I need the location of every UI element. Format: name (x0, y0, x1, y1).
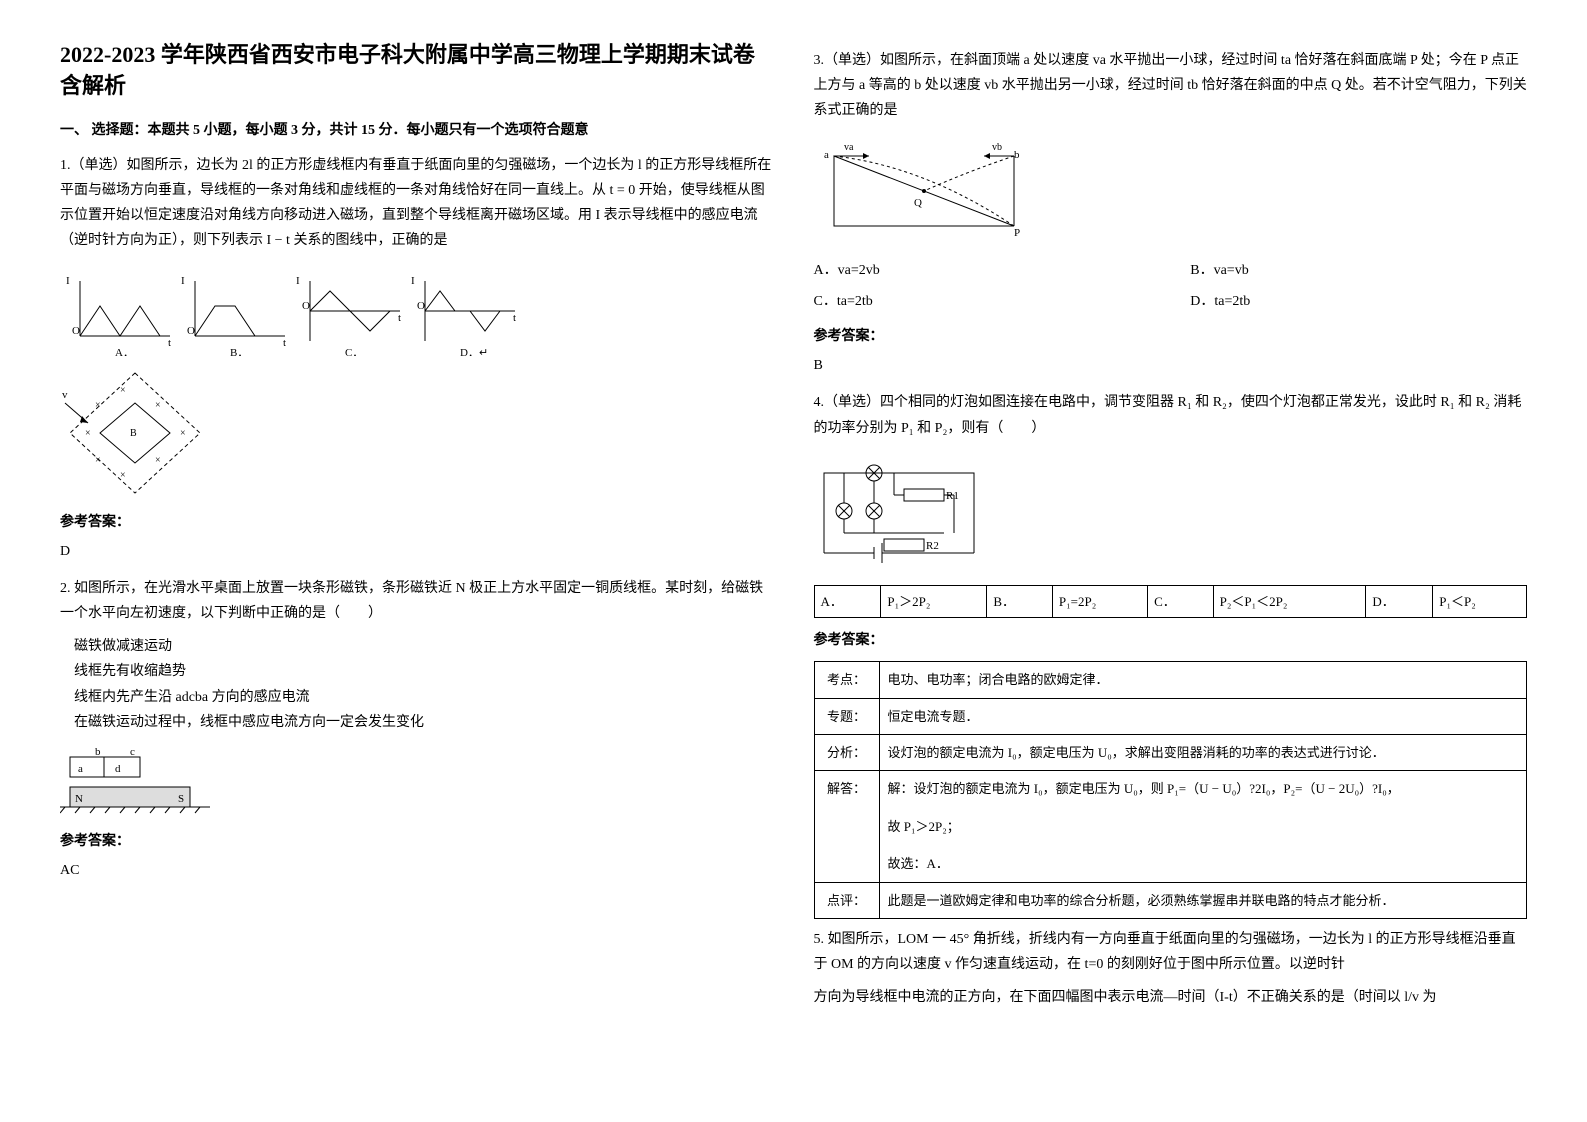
doc-title: 2022-2023 学年陕西省西安市电子科大附属中学高三物理上学期期末试卷含解析 (60, 40, 774, 102)
dianping-text: 此题是一道欧姆定律和电功率的综合分析题，必须熟练掌握串并联电路的特点才能分析． (879, 882, 1527, 918)
svg-text:×: × (85, 428, 91, 439)
jieda-line3: 故选：A． (888, 852, 1519, 875)
svg-text:t: t (283, 337, 286, 349)
q3-answer: B (814, 353, 1528, 378)
question-2: 2. 如图所示，在光滑水平桌面上放置一块条形磁铁，条形磁铁近 N 极正上方水平固… (60, 576, 774, 626)
svg-text:×: × (180, 428, 186, 439)
q2-diagram: a b c d N S (60, 747, 774, 817)
section-1-heading: 一、 选择题：本题共 5 小题，每小题 3 分，共计 15 分．每小题只有一个选… (60, 118, 774, 143)
kaodian-text: 电功、电功率；闭合电路的欧姆定律． (879, 662, 1527, 698)
jieda-text: 解：设灯泡的额定电流为 I₀，额定电压为 U₀，则 P₁=（U − U₀）?2I… (879, 771, 1527, 882)
q4-opt-b: P₁=2P₂ (1052, 585, 1147, 617)
svg-text:×: × (120, 470, 126, 481)
q4-circuit: R1 R2 (814, 453, 1528, 573)
svg-text:×: × (95, 455, 101, 466)
q3-answer-heading: 参考答案： (814, 324, 1528, 349)
q1-field-diagram: × × × × × × × × B v (60, 368, 774, 498)
q3-choice-d: D．ta=2tb (1190, 289, 1527, 314)
svg-text:c: c (130, 747, 135, 758)
q3-diagram: a b P Q va vb (814, 136, 1528, 246)
svg-text:B．: B． (230, 347, 248, 356)
svg-text:×: × (155, 400, 161, 411)
svg-text:t: t (168, 337, 171, 349)
svg-text:t: t (513, 312, 516, 324)
fenxi-text: 设灯泡的额定电流为 I₀，额定电压为 U₀，求解出变阻器消耗的功率的表达式进行讨… (879, 735, 1527, 771)
q2-answer-heading: 参考答案： (60, 829, 774, 854)
svg-text:O: O (302, 300, 310, 312)
svg-text:d: d (115, 763, 121, 775)
svg-text:vb: vb (992, 142, 1002, 153)
q2-opt-a: 磁铁做减速运动 (74, 634, 774, 659)
svg-text:I: I (296, 275, 300, 287)
svg-text:R1: R1 (946, 490, 959, 502)
q2-answer: AC (60, 858, 774, 883)
q4-option-table: A．P₁＞2P₂ B．P₁=2P₂ C．P₂＜P₁＜2P₂ D．P₁＜P₂ (814, 585, 1528, 618)
svg-text:O: O (417, 300, 425, 312)
kaodian-label: 考点： (814, 662, 879, 698)
svg-text:O: O (72, 325, 80, 337)
jieda-line1: 解：设灯泡的额定电流为 I₀，额定电压为 U₀，则 P₁=（U − U₀）?2I… (888, 777, 1519, 800)
q2-opt-b: 线框先有收缩趋势 (74, 659, 774, 684)
svg-text:P: P (1014, 227, 1020, 239)
q4-opt-c: P₂＜P₁＜2P₂ (1213, 585, 1366, 617)
q3-choice-a: A．va=2vb (814, 258, 1151, 283)
q4-opt-d: P₁＜P₂ (1433, 585, 1527, 617)
svg-text:I: I (181, 275, 185, 287)
svg-text:a: a (78, 763, 83, 775)
svg-text:t: t (398, 312, 401, 324)
q4-answer-heading: 参考答案： (814, 628, 1528, 653)
q2-opt-c: 线框内先产生沿 adcba 方向的感应电流 (74, 685, 774, 710)
zhuanti-label: 专题： (814, 698, 879, 734)
svg-text:I: I (66, 275, 70, 287)
q4-opt-a: P₁＞2P₂ (881, 585, 987, 617)
question-5-part2: 方向为导线框中电流的正方向，在下面四幅图中表示电流—时间（I-t）不正确关系的是… (814, 985, 1528, 1010)
svg-text:×: × (120, 385, 126, 396)
question-5-part1: 5. 如图所示，LOM 一 45° 角折线，折线内有一方向垂直于纸面向里的匀强磁… (814, 927, 1528, 977)
q3-choice-c: C．ta=2tb (814, 289, 1151, 314)
dianping-label: 点评： (814, 882, 879, 918)
svg-text:B: B (130, 428, 137, 439)
svg-text:I: I (411, 275, 415, 287)
svg-text:b: b (95, 747, 101, 758)
q1-answer-heading: 参考答案： (60, 510, 774, 535)
question-3: 3.（单选）如图所示，在斜面顶端 a 处以速度 va 水平抛出一小球，经过时间 … (814, 48, 1528, 124)
svg-text:A．: A． (115, 347, 134, 356)
svg-text:b: b (1014, 149, 1020, 161)
svg-text:N: N (75, 793, 83, 805)
svg-text:D．↵: D．↵ (460, 347, 488, 356)
jieda-label: 解答： (814, 771, 879, 882)
q1-graphs: I O t A． I O t (60, 266, 774, 356)
q2-opt-d: 在磁铁运动过程中，线框中感应电流方向一定会发生变化 (74, 710, 774, 735)
svg-text:S: S (178, 793, 184, 805)
svg-text:×: × (95, 400, 101, 411)
svg-text:R2: R2 (926, 540, 939, 552)
q3-choice-b: B．va=vb (1190, 258, 1527, 283)
svg-text:O: O (187, 325, 195, 337)
svg-text:v: v (62, 389, 68, 401)
q1-answer: D (60, 539, 774, 564)
fenxi-label: 分析： (814, 735, 879, 771)
svg-text:Q: Q (914, 197, 922, 209)
svg-text:×: × (155, 455, 161, 466)
jieda-line2: 故 P₁＞2P₂； (888, 815, 1519, 838)
q4-explanation-table: 考点： 电功、电功率；闭合电路的欧姆定律． 专题： 恒定电流专题． 分析： 设灯… (814, 661, 1528, 919)
svg-text:C．: C． (345, 347, 363, 356)
svg-text:a: a (824, 149, 829, 161)
zhuanti-text: 恒定电流专题． (879, 698, 1527, 734)
question-4: 4.（单选）四个相同的灯泡如图连接在电路中，调节变阻器 R₁ 和 R₂，使四个灯… (814, 390, 1528, 440)
svg-text:va: va (844, 142, 854, 153)
q1-stem: 1.（单选）如图所示，边长为 2l 的正方形虚线框内有垂直于纸面向里的匀强磁场，… (60, 158, 771, 249)
q3-choices: A．va=2vb B．va=vb C．ta=2tb D．ta=2tb (814, 258, 1528, 314)
question-1: 1.（单选）如图所示，边长为 2l 的正方形虚线框内有垂直于纸面向里的匀强磁场，… (60, 153, 774, 254)
